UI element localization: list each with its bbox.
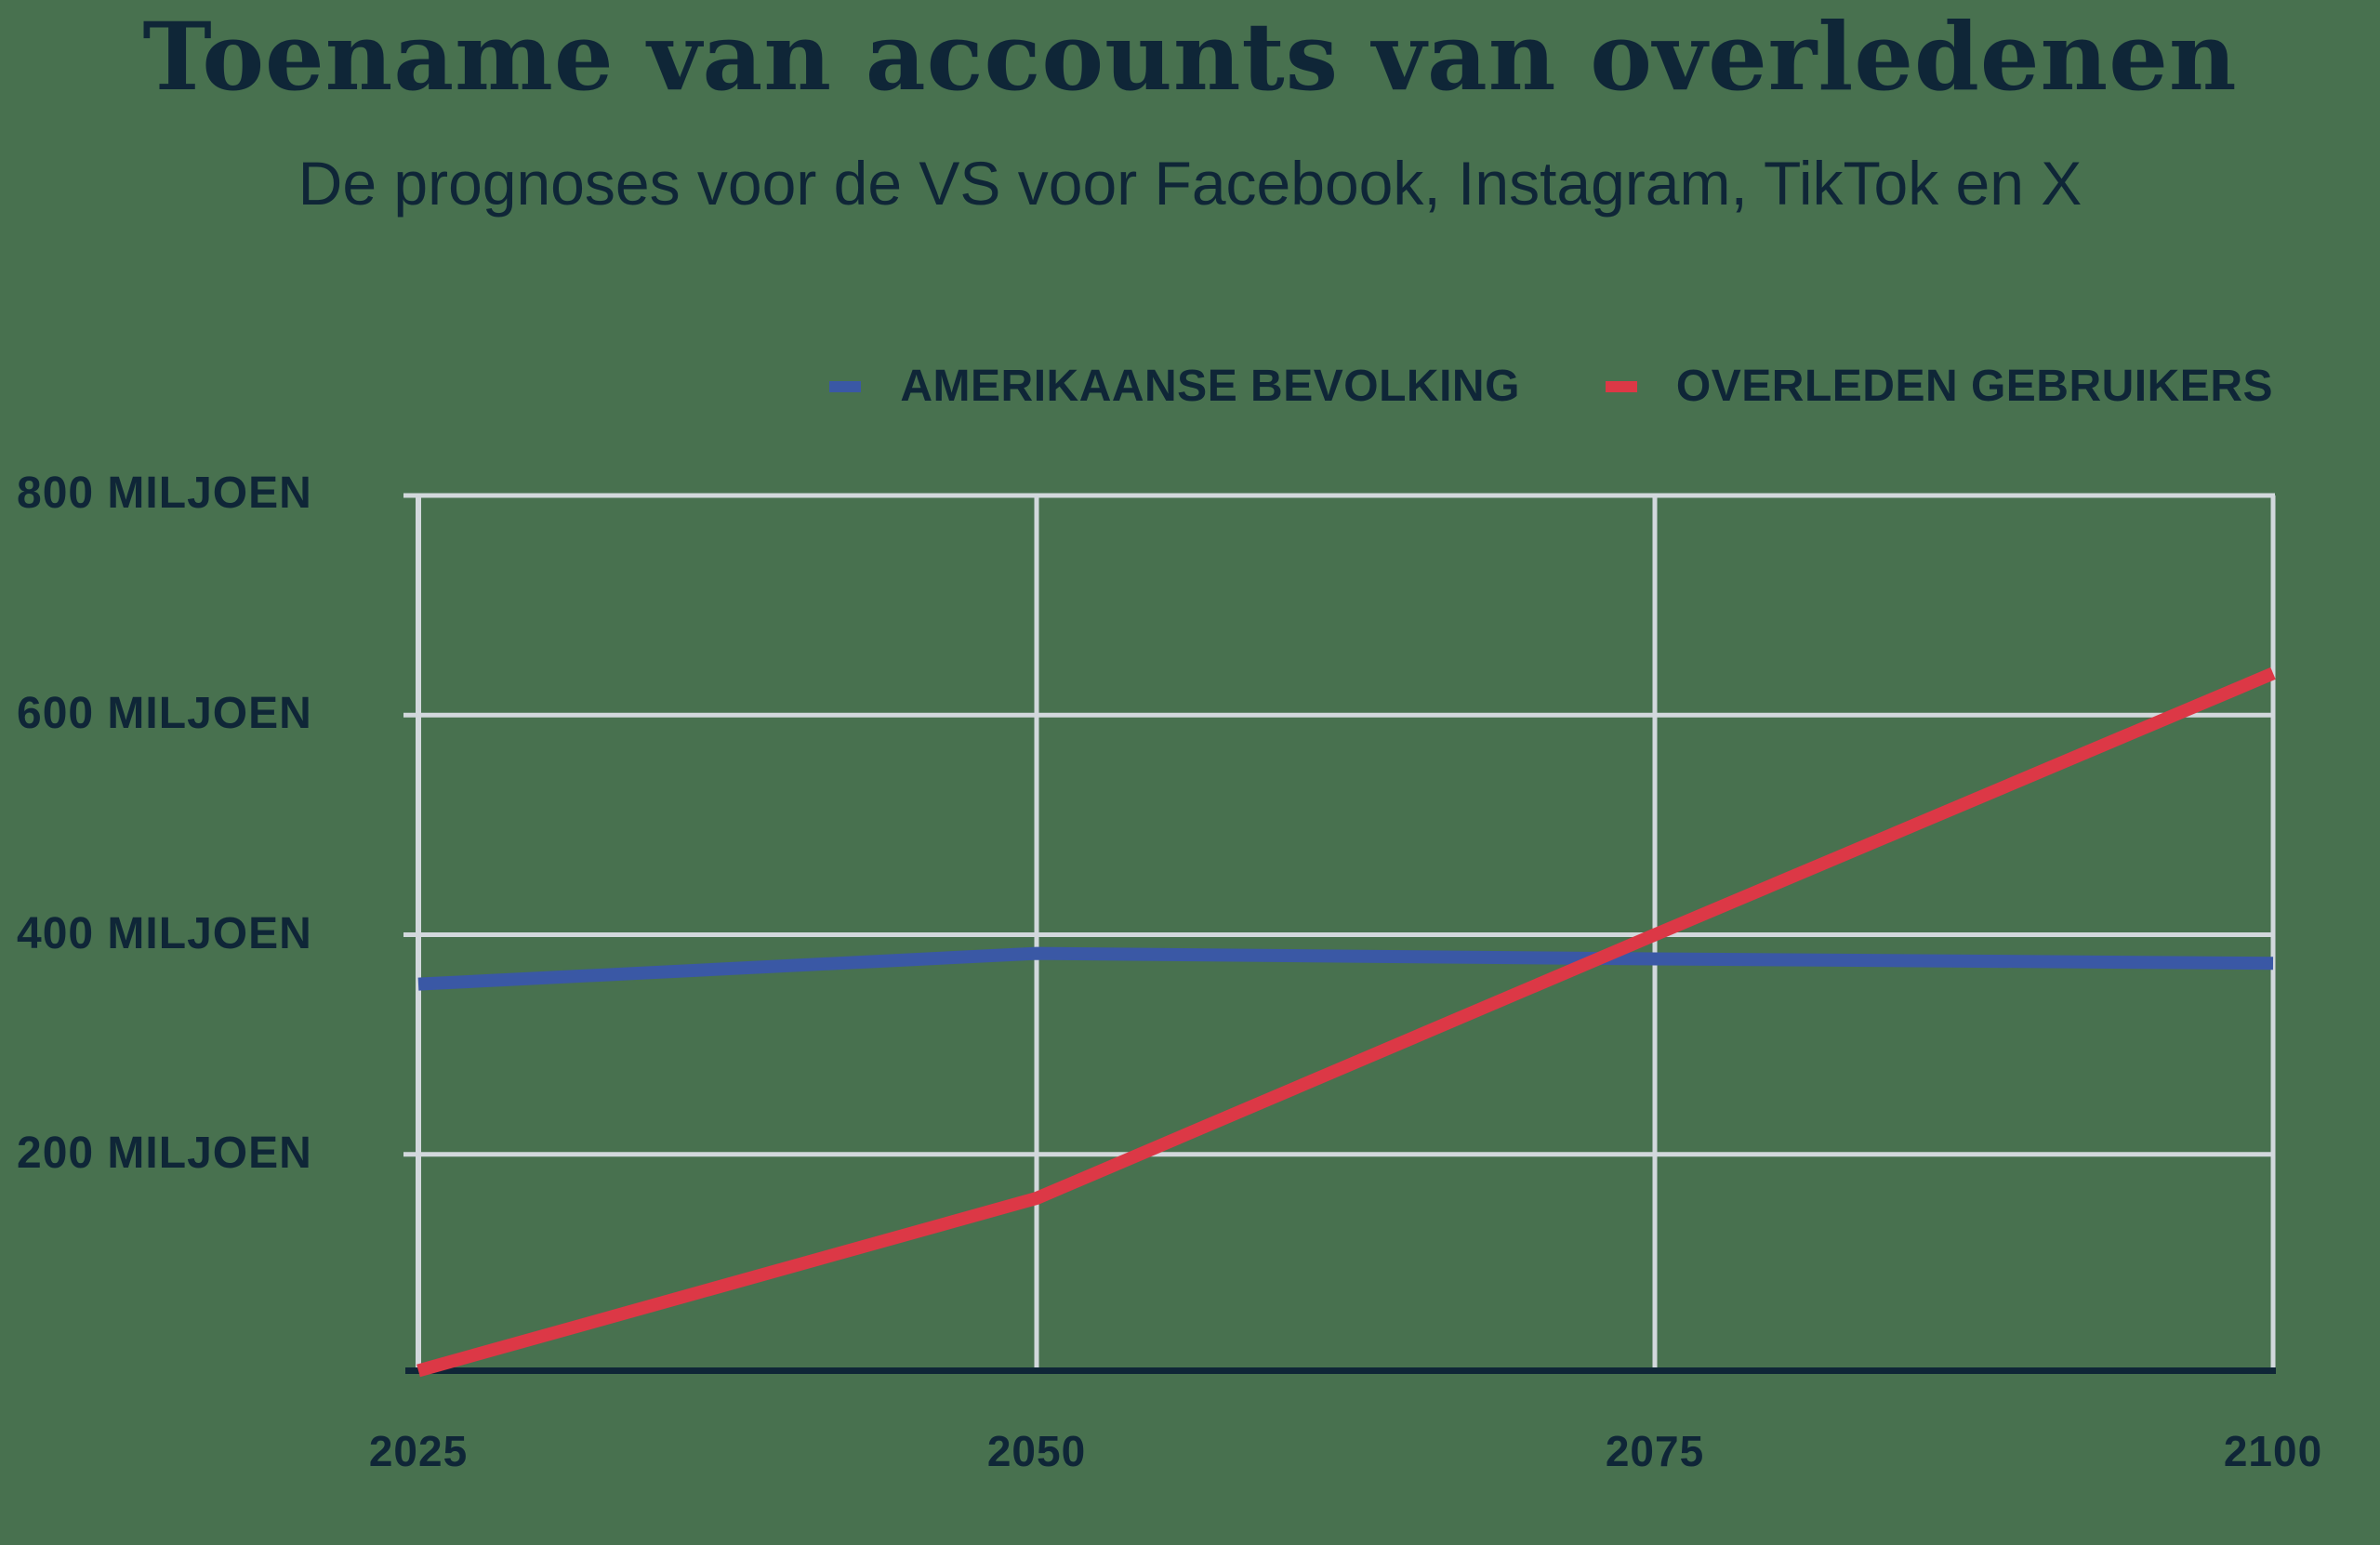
legend: AMERIKAANSE BEVOLKING OVERLEDEN GEBRUIKE…	[829, 364, 2273, 409]
legend-label-deceased: OVERLEDEN GEBRUIKERS	[1675, 362, 2273, 411]
page-title: Toename van accounts van overledenen	[142, 2, 2238, 112]
y-axis-tick-label: 600 MILJOEN	[17, 689, 312, 738]
legend-item-deceased: OVERLEDEN GEBRUIKERS	[1605, 362, 2273, 411]
deceased-users-line	[416, 667, 2276, 1378]
x-axis-tick-label: 2025	[368, 1427, 469, 1475]
y-axis-tick-label: 400 MILJOEN	[17, 909, 312, 958]
legend-item-population: AMERIKAANSE BEVOLKING	[829, 364, 1520, 409]
y-axis-tick-label: 800 MILJOEN	[17, 469, 312, 518]
population-line	[417, 946, 2274, 991]
x-axis-tick-label: 2075	[1605, 1427, 1705, 1475]
y-axis-tick-label: 200 MILJOEN	[17, 1129, 312, 1178]
x-axis-tick-label: 2100	[2223, 1427, 2323, 1475]
x-axis-tick-label: 2050	[986, 1427, 1087, 1475]
legend-swatch-red	[1605, 381, 1637, 392]
legend-label-population: AMERIKAANSE BEVOLKING	[900, 362, 1520, 411]
page-subtitle: De prognoses voor de VS voor Facebook, I…	[298, 149, 2082, 218]
legend-swatch-blue	[829, 381, 862, 392]
